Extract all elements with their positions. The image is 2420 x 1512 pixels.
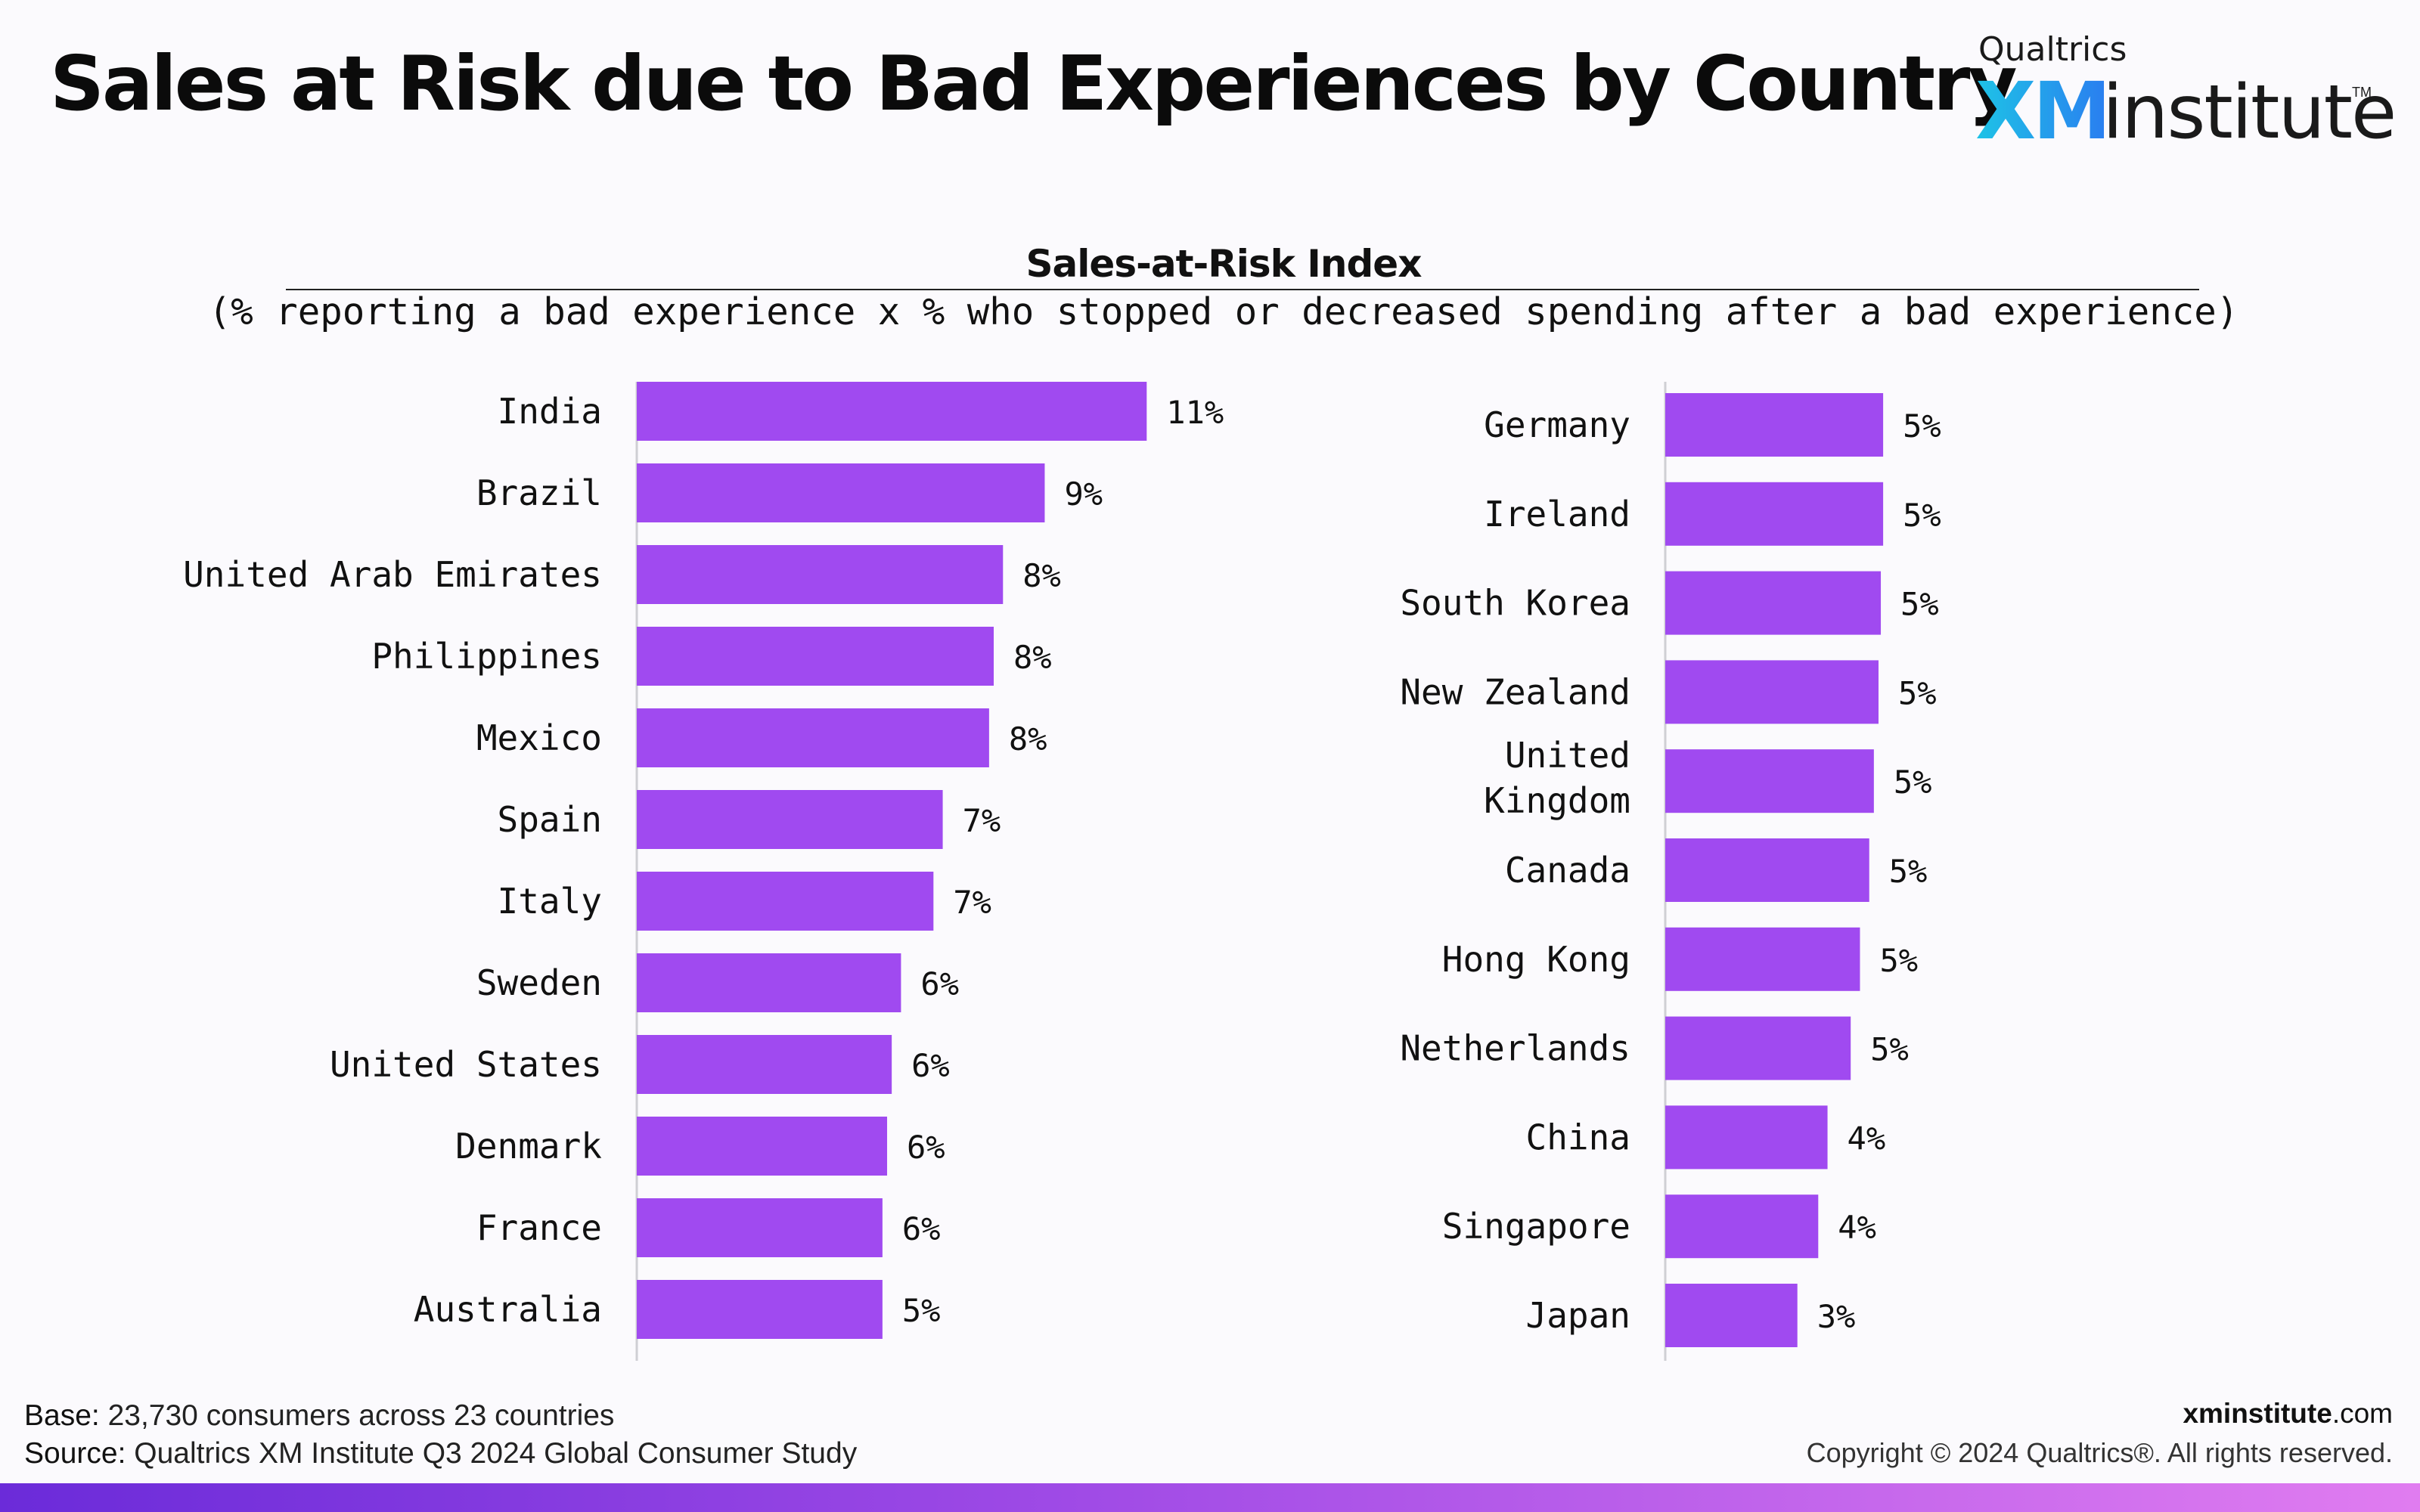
category-label: France: [476, 1207, 602, 1248]
category-label: Australia: [414, 1289, 602, 1330]
logo-brand: Qualtrics: [1978, 30, 2127, 69]
category-label: South Korea: [1400, 583, 1630, 624]
category-label: Japan: [1526, 1295, 1630, 1336]
value-label: 5%: [1903, 497, 1941, 534]
value-label: 6%: [920, 965, 959, 1002]
bar-chart: India 11% Brazil 9% United Arab Emirates 8% Ph…: [183, 382, 1941, 1361]
category-label: United Arab Emirates: [183, 554, 602, 595]
category-label: Philippines: [371, 636, 602, 677]
value-label: 3%: [1817, 1298, 1856, 1335]
category-label: United States: [330, 1044, 602, 1085]
value-label: 6%: [911, 1047, 950, 1084]
bar: [637, 545, 1004, 604]
bar: [637, 872, 934, 931]
value-label: 4%: [1838, 1209, 1876, 1246]
bar: [1665, 482, 1884, 546]
category-label: Brazil: [476, 472, 602, 513]
site-rest: .com: [2332, 1398, 2393, 1429]
bar: [1665, 1016, 1851, 1080]
base-label: Base:: [24, 1399, 100, 1432]
footer-right: xminstitute.com Copyright © 2024 Qualtri…: [1807, 1394, 2393, 1473]
site-bold: xminstitute: [2183, 1398, 2332, 1429]
page-title: Sales at Risk due to Bad Experiences by …: [50, 39, 2018, 128]
footer-notes: Base: 23,730 consumers across 23 countri…: [24, 1397, 857, 1473]
category-label: Denmark: [455, 1126, 602, 1167]
value-label: 5%: [1903, 407, 1941, 445]
copyright: Copyright © 2024 Qualtrics®. All rights …: [1806, 1437, 2393, 1468]
bar: [637, 1035, 892, 1094]
category-label: Ireland: [1484, 494, 1630, 534]
value-label: 6%: [907, 1129, 945, 1166]
site-link[interactable]: xminstitute.com: [1807, 1394, 2393, 1433]
bar: [1665, 749, 1874, 813]
value-label: 5%: [1879, 942, 1918, 979]
bar: [637, 1117, 888, 1176]
bar: [637, 382, 1147, 441]
value-label: 9%: [1064, 476, 1103, 513]
bar: [1665, 1105, 1828, 1170]
value-label: 4%: [1848, 1120, 1886, 1157]
source-label: Source:: [24, 1437, 126, 1470]
logo-institute: institute: [2102, 70, 2397, 156]
value-label: 5%: [1894, 764, 1932, 801]
value-label: 11%: [1166, 394, 1224, 431]
category-label: Singapore: [1442, 1206, 1630, 1247]
category-label: Sweden: [476, 962, 602, 1003]
category-label: Mexico: [476, 717, 602, 758]
bar: [1665, 660, 1879, 724]
bar: [637, 1198, 883, 1257]
value-label: 8%: [1022, 557, 1061, 594]
bar: [1665, 393, 1884, 457]
value-label: 7%: [963, 802, 1001, 839]
value-label: 5%: [1870, 1031, 1909, 1068]
category-label: India: [498, 391, 602, 432]
xm-institute-logo: Qualtrics XM institute TM: [1975, 30, 2397, 157]
bar: [637, 953, 901, 1012]
bottom-gradient-bar: [0, 1483, 2420, 1512]
category-label: New Zealand: [1400, 671, 1630, 712]
bar: [1665, 571, 1882, 635]
bar: [1665, 1284, 1798, 1347]
chart-title-rule: [286, 289, 2199, 290]
chart-subtitle: (% reporting a bad experience x % who st…: [208, 290, 2239, 333]
value-label: 6%: [902, 1210, 941, 1247]
value-label: 7%: [953, 884, 991, 921]
logo-tm: TM: [2352, 85, 2372, 100]
source-text: Qualtrics XM Institute Q3 2024 Global Co…: [134, 1437, 858, 1470]
category-label: China: [1526, 1117, 1630, 1157]
category-label: Spain: [498, 799, 602, 840]
bar: [1665, 927, 1860, 991]
category-label: Germany: [1484, 404, 1630, 445]
chart-title: Sales-at-Risk Index: [1025, 242, 1423, 286]
value-label: 8%: [1013, 639, 1052, 676]
bar: [637, 1280, 883, 1339]
bar: [637, 463, 1045, 522]
bar: [1665, 1194, 1819, 1259]
value-label: 5%: [1900, 586, 1939, 623]
logo-xm: XM: [1975, 65, 2111, 157]
category-label: Canada: [1505, 850, 1630, 891]
category-label: Hong Kong: [1442, 939, 1630, 980]
bar: [637, 627, 994, 686]
bar: [637, 790, 943, 849]
value-label: 8%: [1009, 720, 1047, 758]
bar: [637, 708, 989, 767]
category-label: Italy: [498, 881, 602, 922]
value-label: 5%: [902, 1292, 941, 1329]
base-text: 23,730 consumers across 23 countries: [107, 1399, 615, 1432]
category-label: United Kingdom: [1484, 735, 1630, 821]
bar: [1665, 838, 1869, 902]
category-label: Netherlands: [1400, 1028, 1630, 1069]
value-label: 5%: [1898, 674, 1937, 711]
value-label: 5%: [1889, 853, 1928, 890]
